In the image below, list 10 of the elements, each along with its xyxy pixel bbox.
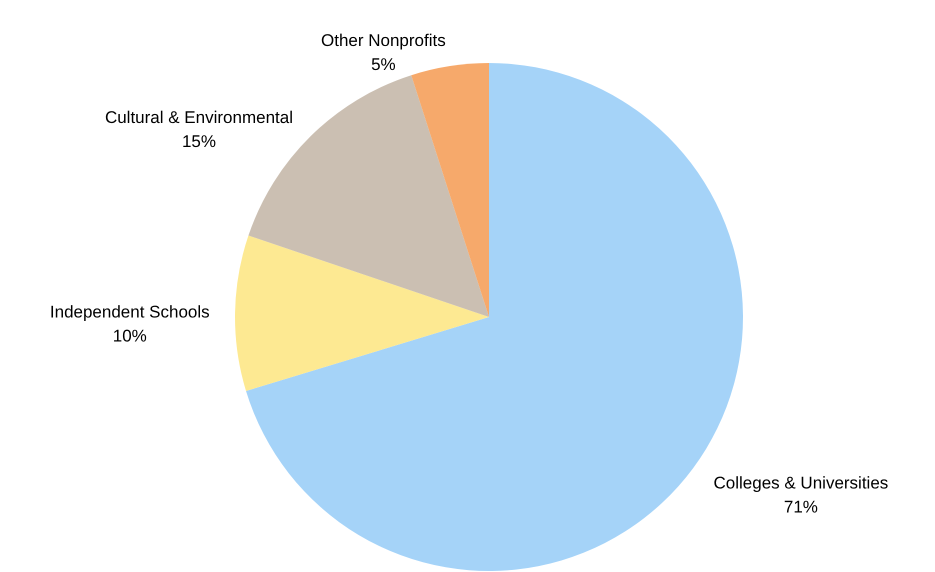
pie-slice [411,63,489,317]
data-label: 15% [182,132,216,151]
slice-label: Other Nonprofits [320,30,446,50]
slice-label: Colleges & Universities [713,473,888,492]
data-label: 5% [371,54,396,74]
data-label: 71% [784,497,818,516]
slice-label: Independent Schools [50,302,210,322]
data-label: 10% [112,326,147,346]
pie-slice [235,236,489,391]
slice-label: Cultural & Environmental [104,108,293,127]
